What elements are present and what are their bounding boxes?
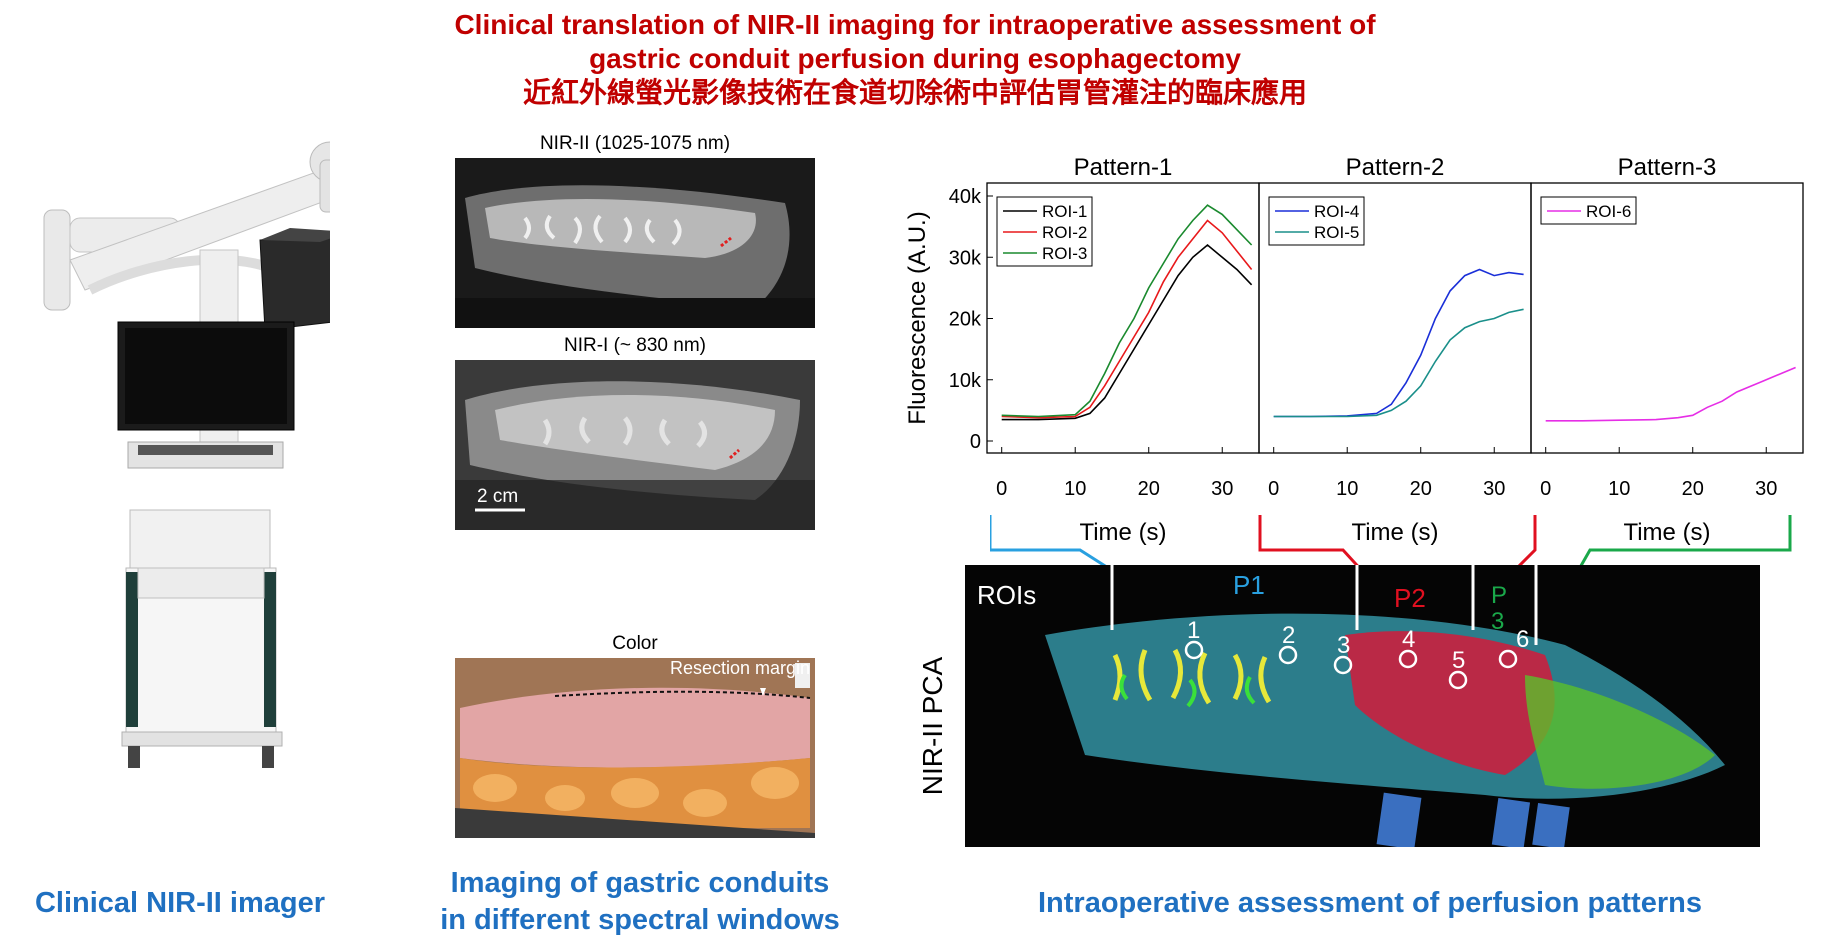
x-axis-label: Time (s) xyxy=(1623,519,1710,546)
series-line-roi-6 xyxy=(1545,366,1796,422)
windows-caption-line-1: Imaging of gastric conduits xyxy=(450,867,830,899)
roi-3-marker xyxy=(1333,655,1353,675)
y-tick-label: 40k xyxy=(949,186,982,208)
roi-5-marker xyxy=(1448,670,1468,690)
resection-margin-label: Resection margin xyxy=(670,658,811,678)
pca-side-label: NIR-II PCA xyxy=(917,656,948,796)
legend-label: ROI-1 xyxy=(1042,202,1087,221)
x-axis-label: Time (s) xyxy=(1351,519,1438,546)
x-axis-label: Time (s) xyxy=(1079,519,1166,546)
chart-title: Pattern-3 xyxy=(1618,154,1717,181)
roi-1-marker xyxy=(1184,640,1204,660)
y-tick-label: 30k xyxy=(949,247,982,269)
rois-label: ROIs xyxy=(977,580,1037,610)
y-tick-label: 10k xyxy=(949,370,982,392)
x-tick-label: 0 xyxy=(1268,478,1279,500)
p2-label: P2 xyxy=(1394,583,1426,613)
nir1-window-label: NIR-I (~ 830 nm) xyxy=(563,335,706,356)
assessment-caption: Intraoperative assessment of perfusion p… xyxy=(1038,887,1702,919)
legend-label: ROI-6 xyxy=(1586,202,1631,221)
y-tick-label: 0 xyxy=(970,431,981,453)
title-line-2: gastric conduit perfusion during esophag… xyxy=(589,43,1241,74)
x-tick-label: 10 xyxy=(1064,478,1086,500)
legend-label: ROI-4 xyxy=(1314,202,1359,221)
scale-bar-label: 2 cm xyxy=(477,486,519,507)
roi-4-marker xyxy=(1398,649,1418,669)
legend-label: ROI-5 xyxy=(1314,223,1359,242)
nir2-pca-image: ROIs P1 P2 P 3 1 2 3 4 5 6 xyxy=(965,565,1760,847)
roi-6-number: 6 xyxy=(1516,626,1530,653)
nir2-image xyxy=(455,158,815,328)
color-image: Resection margin xyxy=(455,658,815,838)
chart-title: Pattern-2 xyxy=(1346,154,1445,181)
p3-label-top: P xyxy=(1491,582,1508,609)
chart-frame xyxy=(1530,182,1804,454)
nir2-imager-illustration xyxy=(43,141,330,768)
x-tick-label: 30 xyxy=(1483,478,1505,500)
series-line-roi-3 xyxy=(1001,204,1253,418)
x-tick-label: 20 xyxy=(1410,478,1432,500)
p3-label-bottom: 3 xyxy=(1491,608,1505,635)
title-line-3: 近紅外線螢光影像技術在食道切除術中評估胃管灌注的臨床應用 xyxy=(522,77,1307,108)
x-tick-label: 20 xyxy=(1138,478,1160,500)
roi-2-number: 2 xyxy=(1282,622,1296,649)
legend-label: ROI-3 xyxy=(1042,244,1087,263)
roi-1-number: 1 xyxy=(1187,617,1201,644)
x-tick-label: 30 xyxy=(1211,478,1233,500)
series-line-roi-4 xyxy=(1273,268,1524,418)
x-tick-label: 0 xyxy=(996,478,1007,500)
windows-caption-line-2: in different spectral windows xyxy=(440,904,840,936)
y-tick-label: 20k xyxy=(949,309,982,331)
roi-4-number: 4 xyxy=(1402,626,1416,653)
legend-box xyxy=(1268,196,1365,246)
color-image-label: Color xyxy=(612,633,658,654)
roi-2-marker xyxy=(1278,645,1298,665)
roi-5-number: 5 xyxy=(1452,647,1466,674)
roi-3-number: 3 xyxy=(1337,632,1351,659)
roi-6-marker xyxy=(1498,649,1518,669)
x-tick-label: 10 xyxy=(1336,478,1358,500)
nir2-window-label: NIR-II (1025-1075 nm) xyxy=(539,133,731,154)
y-axis-label: Fluorescence (A.U.) xyxy=(905,211,931,424)
nir1-image: 2 cm xyxy=(455,360,815,530)
title-line-1: Clinical translation of NIR-II imaging f… xyxy=(454,9,1376,40)
x-tick-label: 0 xyxy=(1540,478,1551,500)
legend-label: ROI-2 xyxy=(1042,223,1087,242)
series-line-roi-1 xyxy=(1001,243,1253,421)
series-line-roi-2 xyxy=(1001,219,1253,419)
imager-caption: Clinical NIR-II imager xyxy=(34,887,326,919)
x-tick-label: 20 xyxy=(1682,478,1704,500)
series-line-roi-5 xyxy=(1273,308,1524,418)
x-tick-label: 30 xyxy=(1755,478,1777,500)
perfusion-charts: Pattern-1 0 10 20 30 Time (s) 0 10k 20k 30k 40k Flu… xyxy=(905,154,1804,546)
p1-label: P1 xyxy=(1233,570,1265,600)
chart-title: Pattern-1 xyxy=(1074,154,1173,181)
x-tick-label: 10 xyxy=(1608,478,1630,500)
